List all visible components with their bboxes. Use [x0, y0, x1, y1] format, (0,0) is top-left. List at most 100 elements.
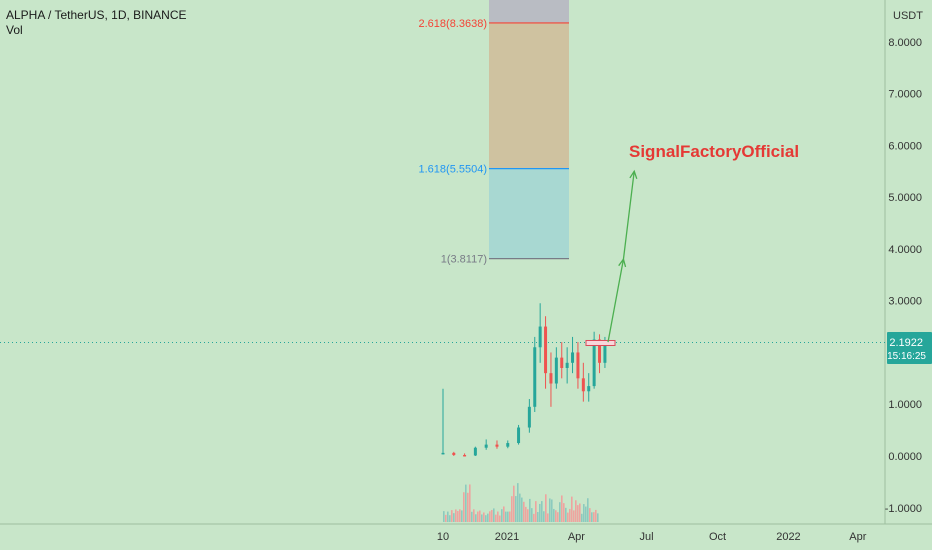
candle-body	[517, 427, 521, 444]
volume-indicator-label[interactable]: Vol	[6, 23, 23, 37]
x-tick-label: 10	[437, 531, 449, 543]
candle-body	[473, 447, 477, 456]
volume-bar	[483, 512, 485, 522]
candle-body	[484, 444, 488, 448]
volume-bar	[485, 515, 487, 522]
volume-bar	[471, 511, 473, 522]
volume-bar	[525, 506, 527, 522]
volume-bar	[547, 513, 549, 522]
volume-bar	[585, 506, 587, 522]
volume-bar	[595, 509, 597, 522]
projection-arrowhead	[629, 169, 638, 180]
volume-bar	[501, 509, 503, 522]
candle-body	[554, 357, 558, 384]
price-marker-box	[585, 339, 616, 346]
fib-level-label: 1(3.8117)	[441, 254, 487, 266]
volume-bar	[555, 510, 557, 522]
volume-bar	[565, 507, 567, 522]
volume-bar	[523, 501, 525, 522]
volume-bar	[589, 508, 591, 522]
volume-bar	[579, 503, 581, 522]
volume-bar	[469, 484, 471, 522]
x-tick-label: Apr	[849, 531, 866, 543]
candle-body	[571, 352, 575, 363]
volume-bar	[497, 511, 499, 522]
projection-arrow	[607, 171, 635, 343]
fib-zone-lower	[489, 168, 569, 259]
x-tick-label: 2022	[776, 531, 800, 543]
volume-bar	[569, 508, 571, 522]
volume-bar	[509, 511, 511, 522]
volume-bar	[503, 506, 505, 522]
volume-bar	[491, 509, 493, 522]
price-axis-unit: USDT	[893, 10, 923, 22]
fib-zone-upper	[489, 22, 569, 169]
volume-bar	[537, 512, 539, 522]
fib-level-label: 1.618(5.5504)	[419, 164, 488, 176]
last-price-tag	[887, 332, 932, 364]
volume-bar	[567, 512, 569, 522]
candle-body	[603, 342, 607, 363]
volume-bar	[481, 514, 483, 522]
volume-bar	[445, 514, 447, 522]
volume-bar	[597, 513, 599, 522]
volume-bar	[533, 513, 535, 522]
volume-bar	[459, 509, 461, 522]
volume-bar	[467, 492, 469, 522]
candle-body	[565, 362, 569, 368]
fib-level-label: 2.618(8.3638)	[419, 18, 488, 30]
x-tick-label: Jul	[640, 531, 654, 543]
volume-bar	[473, 509, 475, 522]
y-tick-label: 1.0000	[888, 399, 922, 411]
volume-bar	[553, 508, 555, 522]
volume-bar	[499, 515, 501, 522]
volume-bar	[495, 514, 497, 522]
candle-body	[576, 352, 580, 379]
x-tick-label: Apr	[568, 531, 585, 543]
volume-bar	[551, 499, 553, 522]
candle-body	[495, 444, 499, 447]
volume-bar	[563, 503, 565, 522]
y-tick-label: 4.0000	[888, 244, 922, 256]
candle-body	[538, 326, 542, 348]
volume-bar	[573, 510, 575, 522]
volume-bar	[527, 509, 529, 522]
volume-bar	[475, 514, 477, 522]
candle-body	[463, 454, 467, 457]
volume-bar	[451, 510, 453, 522]
volume-bar	[593, 512, 595, 522]
candle-body	[592, 339, 596, 387]
projection-arrowhead	[618, 257, 627, 268]
volume-bar	[521, 497, 523, 522]
volume-bar	[519, 493, 521, 522]
y-tick-label: 6.0000	[888, 140, 922, 152]
y-tick-label: 8.0000	[888, 37, 922, 49]
volume-bar	[447, 511, 449, 522]
watermark-text: SignalFactoryOfficial	[629, 142, 799, 161]
volume-bar	[535, 501, 537, 522]
symbol-title[interactable]: ALPHA / TetherUS, 1D, BINANCE	[6, 8, 187, 22]
y-tick-label: -1.0000	[885, 503, 922, 515]
candle-body	[544, 326, 548, 374]
candle-body	[527, 406, 531, 428]
last-price-value: 2.1922	[889, 337, 923, 349]
volume-bar	[529, 498, 531, 522]
volume-bar	[559, 502, 561, 522]
volume-bar	[539, 503, 541, 522]
volume-bar	[489, 511, 491, 522]
volume-bar	[487, 513, 489, 522]
fib-zone-top	[489, 0, 569, 23]
volume-bar	[545, 494, 547, 522]
candle-body	[506, 443, 510, 447]
volume-bar	[531, 508, 533, 522]
volume-bar	[505, 511, 507, 522]
candle-body	[549, 373, 553, 384]
y-tick-label: 7.0000	[888, 89, 922, 101]
volume-bar	[561, 495, 563, 522]
volume-bar	[581, 513, 583, 522]
volume-bar	[477, 511, 479, 522]
volume-bar	[515, 496, 517, 522]
volume-bar	[463, 492, 465, 522]
